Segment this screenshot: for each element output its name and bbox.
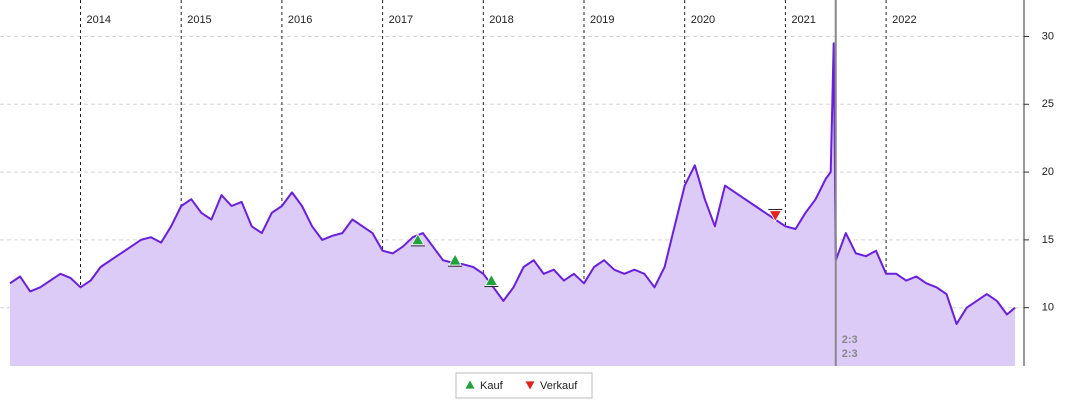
legend-marker — [465, 380, 475, 389]
signal-marker — [411, 233, 425, 246]
x-tick-label: 2017 — [389, 14, 413, 26]
signal-marker — [448, 253, 462, 266]
signal-marker — [484, 273, 499, 286]
y-tick-label: 10 — [1042, 302, 1054, 314]
price-line — [9, 42, 1016, 325]
x-tick-label: 2016 — [288, 14, 312, 26]
split-label: 2:3 — [842, 348, 858, 360]
legend-label: Verkauf — [540, 380, 578, 392]
x-tick-label: 2015 — [187, 14, 211, 26]
x-tick-label: 2019 — [590, 14, 614, 26]
x-tick-label: 2014 — [87, 14, 111, 26]
legend-box — [455, 372, 593, 399]
signal-marker — [768, 210, 783, 223]
price-area — [10, 43, 1015, 367]
x-tick-label: 2021 — [791, 14, 815, 26]
x-tick-label: 2018 — [489, 14, 513, 26]
y-tick-label: 20 — [1042, 166, 1054, 178]
legend-marker — [525, 381, 535, 390]
legend-label: Kauf — [480, 380, 504, 392]
split-label: 2:3 — [842, 334, 858, 346]
x-tick-label: 2020 — [691, 14, 715, 26]
y-tick-label: 15 — [1042, 234, 1054, 246]
x-tick-label: 2022 — [892, 14, 916, 26]
y-tick-label: 25 — [1042, 98, 1054, 110]
y-tick-label: 30 — [1042, 30, 1054, 42]
